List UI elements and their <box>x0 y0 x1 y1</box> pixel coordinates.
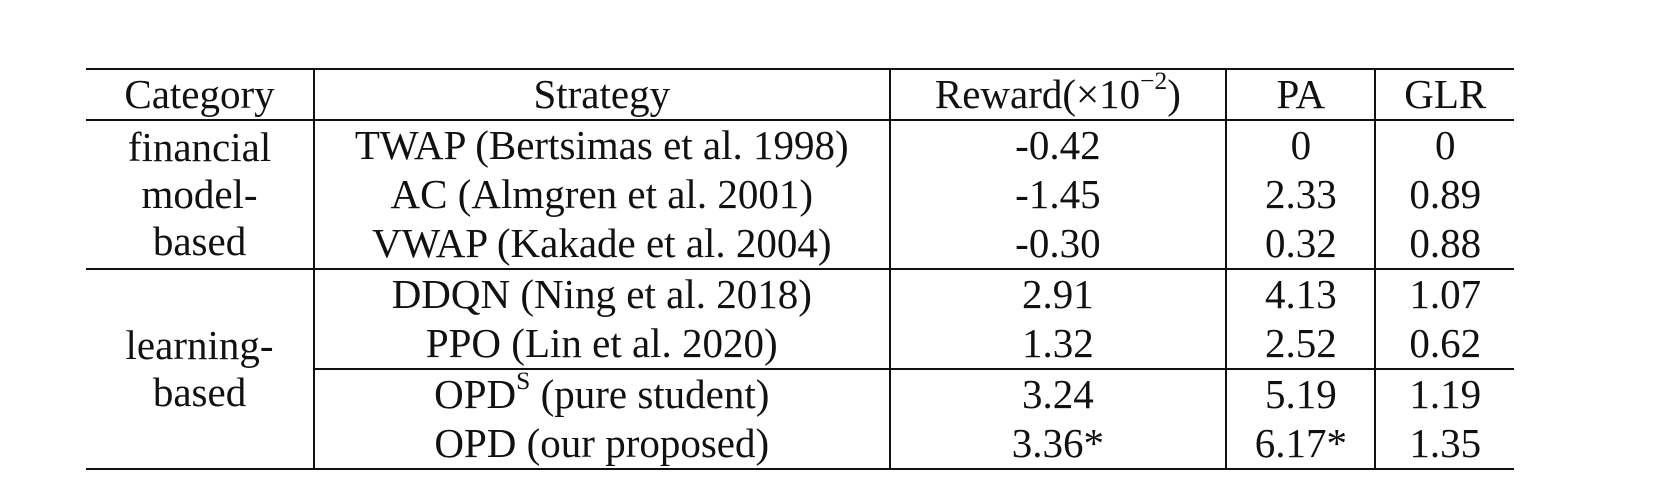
strategy-main: OPD <box>434 371 517 417</box>
strategy-superscript: S <box>516 366 531 395</box>
pa-cell-best: 6.17* <box>1225 419 1376 469</box>
category-line: model- <box>141 171 258 217</box>
header-row: Category Strategy Reward(×10−2) PA GLR <box>86 66 1514 120</box>
category-line: based <box>152 218 247 264</box>
table-row: OPDS (pure student) 3.24 5.19 1.19 <box>86 366 1514 419</box>
reward-cell: -0.30 <box>888 219 1227 269</box>
reward-cell: 3.24 <box>888 368 1227 419</box>
header-reward-exponent: −2 <box>1140 66 1168 95</box>
header-pa: PA <box>1225 69 1376 120</box>
strategy-cell: OPD (our proposed) <box>313 419 890 469</box>
category-cell-financial: financial model- based <box>86 120 314 269</box>
table-row: PPO (Lin et al. 2020) 1.32 2.52 0.62 <box>86 319 1514 369</box>
pa-cell: 2.33 <box>1225 170 1376 219</box>
reward-cell-best: 3.36* <box>888 419 1227 469</box>
pa-cell: 0.32 <box>1225 219 1376 269</box>
table-row: financial model- based TWAP (Bertsimas e… <box>86 120 1514 264</box>
header-reward-close: ) <box>1167 71 1181 117</box>
header-strategy: Strategy <box>313 69 890 120</box>
category-cell-learning: learning- based <box>86 269 314 469</box>
header-glr: GLR <box>1374 69 1514 120</box>
pa-cell: 4.13 <box>1225 269 1376 319</box>
reward-cell: -1.45 <box>888 170 1227 219</box>
reward-cell: 2.91 <box>888 269 1227 319</box>
category-line: learning- <box>125 322 274 368</box>
glr-cell: 0.89 <box>1374 170 1514 219</box>
header-category: Category <box>124 71 275 117</box>
header-reward: Reward(×10−2) <box>888 66 1227 120</box>
table-row: learning- based DDQN (Ning et al. 2018) … <box>86 269 1514 415</box>
glr-cell-best: 1.35 <box>1374 419 1514 469</box>
header-reward-base: Reward(×10 <box>934 71 1141 117</box>
pa-cell: 0 <box>1225 120 1376 170</box>
strategy-cell: VWAP (Kakade et al. 2004) <box>313 219 890 269</box>
category-line: based <box>152 369 247 415</box>
results-table: Category Strategy Reward(×10−2) PA GLR f… <box>86 68 1514 470</box>
strategy-rest: (pure student) <box>530 371 770 417</box>
category-line: financial <box>127 124 272 170</box>
glr-cell: 1.07 <box>1374 269 1514 319</box>
strategy-cell: AC (Almgren et al. 2001) <box>313 170 890 219</box>
glr-cell: 0.62 <box>1374 319 1514 369</box>
strategy-cell: PPO (Lin et al. 2020) <box>313 319 890 369</box>
glr-cell: 1.19 <box>1374 368 1514 419</box>
table-row: AC (Almgren et al. 2001) -1.45 2.33 0.89 <box>86 170 1514 219</box>
glr-cell: 0.88 <box>1374 219 1514 269</box>
table-row: OPD (our proposed) 3.36* 6.17* 1.35 <box>86 419 1514 469</box>
table-row: VWAP (Kakade et al. 2004) -0.30 0.32 0.8… <box>86 219 1514 269</box>
reward-cell: 1.32 <box>888 319 1227 369</box>
pa-cell: 5.19 <box>1225 368 1376 419</box>
glr-cell: 0 <box>1374 120 1514 170</box>
pa-cell: 2.52 <box>1225 319 1376 369</box>
strategy-cell: TWAP (Bertsimas et al. 1998) <box>313 120 890 170</box>
strategy-cell: DDQN (Ning et al. 2018) <box>313 269 890 319</box>
reward-cell: -0.42 <box>888 120 1227 170</box>
strategy-cell: OPDS (pure student) <box>313 366 890 419</box>
